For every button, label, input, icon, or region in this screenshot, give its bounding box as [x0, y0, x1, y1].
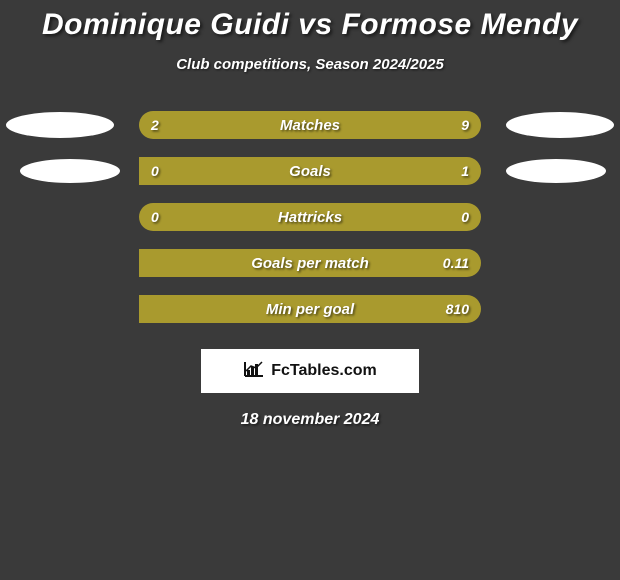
- title: Dominique Guidi vs Formose Mendy: [0, 8, 620, 42]
- team-marker-left: [6, 112, 114, 138]
- bar-right-fill: [139, 249, 481, 277]
- date: 18 november 2024: [0, 411, 620, 429]
- value-left: 0: [151, 203, 159, 231]
- team-marker-right: [506, 112, 614, 138]
- value-right: 0.11: [443, 249, 469, 277]
- comparison-card: Dominique Guidi vs Formose Mendy Club co…: [0, 0, 620, 429]
- stat-bar: 0.11Goals per match: [139, 249, 481, 277]
- stat-row: 810Min per goal: [0, 295, 620, 323]
- bar-right-fill: [139, 157, 481, 185]
- value-right: 9: [461, 111, 469, 139]
- team-marker-left: [20, 159, 120, 183]
- bar-right-fill: [201, 111, 481, 139]
- source-badge-text: FcTables.com: [271, 362, 377, 380]
- stat-bar: 810Min per goal: [139, 295, 481, 323]
- stat-row: 0.11Goals per match: [0, 249, 620, 277]
- stat-bar: 01Goals: [139, 157, 481, 185]
- stat-row: 01Goals: [0, 157, 620, 185]
- stat-row: 29Matches: [0, 111, 620, 139]
- stat-row: 00Hattricks: [0, 203, 620, 231]
- stat-rows: 29Matches01Goals00Hattricks0.11Goals per…: [0, 111, 620, 323]
- value-right: 0: [461, 203, 469, 231]
- stat-bar: 29Matches: [139, 111, 481, 139]
- subtitle: Club competitions, Season 2024/2025: [0, 56, 620, 73]
- team-marker-right: [506, 159, 606, 183]
- bar-track: [139, 203, 481, 231]
- value-left: 2: [151, 111, 159, 139]
- stat-bar: 00Hattricks: [139, 203, 481, 231]
- value-left: 0: [151, 157, 159, 185]
- bar-left-fill: [139, 111, 201, 139]
- value-right: 1: [461, 157, 469, 185]
- source-badge: FcTables.com: [201, 349, 419, 393]
- chart-line-icon: [243, 360, 265, 383]
- value-right: 810: [446, 295, 469, 323]
- bar-right-fill: [139, 295, 481, 323]
